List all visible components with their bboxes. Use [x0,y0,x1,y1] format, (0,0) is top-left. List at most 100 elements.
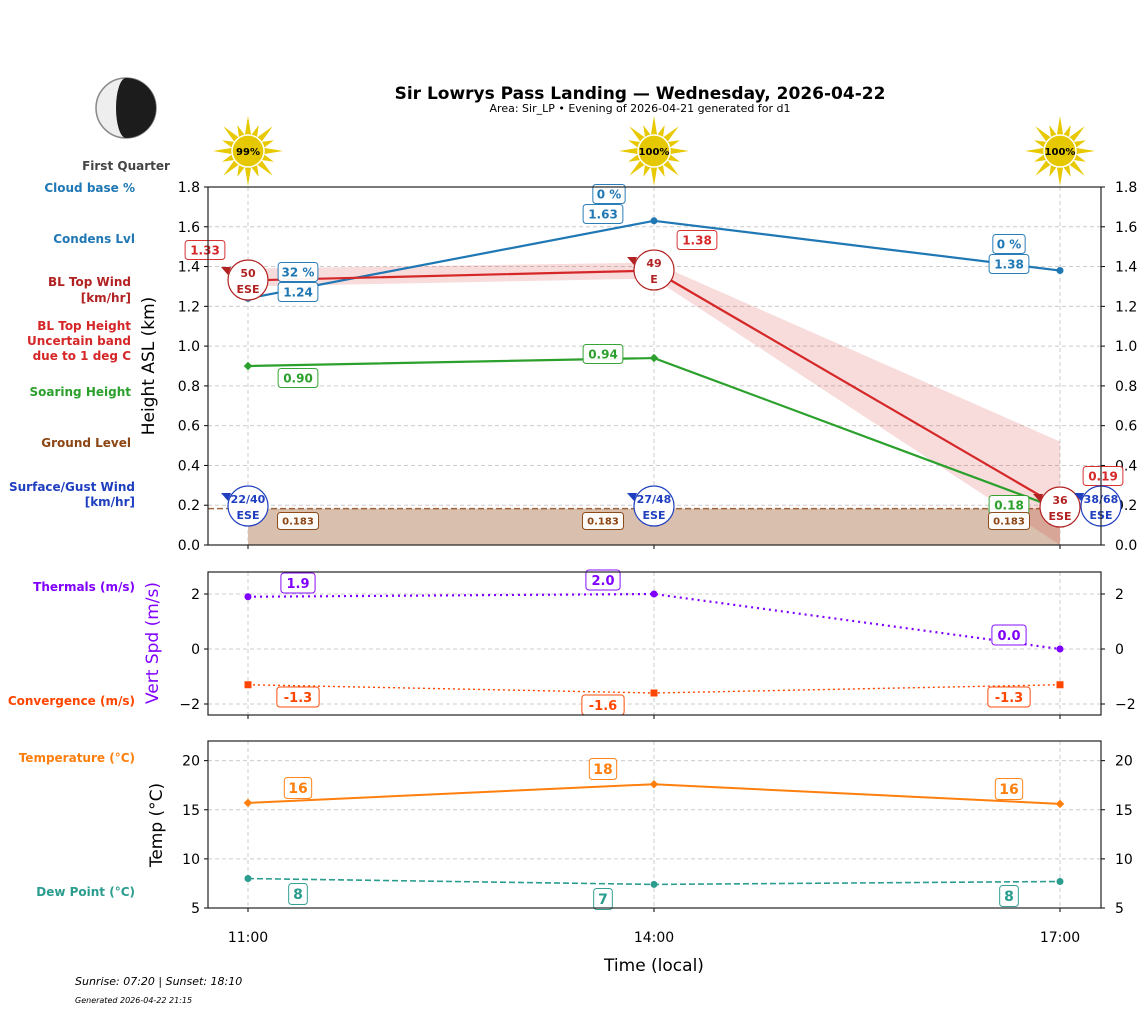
sun-ray [1063,164,1071,177]
bl-wind-direction: ESE [237,283,260,296]
y-tick-label-right: 0 [1115,642,1124,658]
sun-percent-label: 100% [1045,147,1076,158]
bl-top-label: 1.38 [682,233,712,247]
condens-label-box [277,282,319,302]
soaring-point [649,353,659,363]
ground-label: 0.183 [282,517,314,528]
sun-ray [261,154,274,162]
thermals-line [247,592,1061,651]
sun-times: Sunrise: 07:20 | Sunset: 18:10 [75,975,242,988]
y-tick-label-right: −2 [1115,697,1136,713]
y-tick-label-right: 1.4 [1115,260,1137,276]
dew-point [1056,877,1064,885]
moon-phase-label: First Quarter [82,159,170,173]
bl-wind-speed: 50 [240,267,256,280]
y-tick-label: 1.4 [178,260,200,276]
sun-ray [1073,140,1086,148]
sun-ray [251,125,259,138]
sun-ray [223,159,240,176]
sun-ray [1075,147,1095,155]
sun-ray [1056,116,1064,136]
sun-ray [1034,154,1047,162]
sun-ray [1063,125,1071,138]
condens-point [650,217,658,225]
sun-ray [667,154,680,162]
convergence-label-box [987,686,1031,708]
y-tick-label: 1.6 [178,220,200,236]
dew-label: 8 [1004,889,1014,905]
bl-wind-circle [1039,486,1081,528]
legend-thermals: Thermals (m/s) [33,580,135,594]
soaring-label: 0.94 [588,347,618,361]
sun-ray [1049,125,1057,138]
ground-label: 0.183 [993,517,1025,528]
bl-top-label: 1.33 [190,243,220,257]
sun-ray [667,140,680,148]
y-tick-label-right: 1.2 [1115,299,1137,315]
sun-ray [650,116,658,136]
dew-label-box [288,883,308,905]
legend-surface-wind: Surface/Gust Wind [9,480,135,494]
legend-bl-height: BL Top Height [37,319,131,333]
sun-ray [256,126,273,143]
sun-ray [256,159,273,176]
cloud-pct-label: 32 % [282,265,315,279]
sun-ray [628,140,641,148]
legend-temperature: Temperature (°C) [19,751,135,765]
condens-label: 1.63 [588,207,618,221]
sun-ray [669,147,689,155]
sun-ray [1073,154,1086,162]
condens-label: 1.38 [994,257,1024,271]
x-tick-label: 14:00 [634,930,674,946]
bl-wind-speed: 36 [1052,494,1068,507]
y-tick-label-right: 2 [1115,587,1124,603]
x-tick-label: 11:00 [228,930,268,946]
surface-wind-direction: ESE [643,509,666,522]
thermals-label: 0.0 [997,629,1020,644]
sun-ray [657,125,665,138]
moon-icon [95,77,157,139]
temperature-label: 16 [288,781,307,797]
chart-subtitle: Area: Sir_LP • Evening of 2026-04-21 gen… [490,102,791,115]
cloud-pct-label-box [277,262,319,282]
y-tick-label: 1.8 [178,180,200,196]
sun-ray [629,126,646,143]
legend-convergence: Convergence (m/s) [8,694,135,708]
temperature-point [243,798,253,808]
sun-ray [261,140,274,148]
dew-label: 8 [293,887,303,903]
sun-ray [662,159,679,176]
surface-wind-speed: 27/48 [637,493,672,506]
cloud-pct-label-box [992,234,1026,254]
sun-ray [628,154,641,162]
surface-wind-arrow-icon [1074,493,1084,501]
legend-dew: Dew Point (°C) [36,885,135,899]
temperature-label-box [588,758,618,780]
soaring-label: 0.90 [283,371,313,385]
plot-frame [207,740,1102,909]
bl-wind-direction: ESE [1049,510,1072,523]
sun-ray [1035,159,1052,176]
surface-wind-arrow-icon [627,493,637,501]
ground-label-box [277,512,319,530]
sun-ray [619,147,639,155]
bl-wind-arrow-icon [627,257,637,265]
sun-ray [1035,126,1052,143]
convergence-label: -1.6 [589,699,617,714]
sun-ray [223,126,240,143]
y-tick-label: 0 [191,642,200,658]
sun-ray [662,126,679,143]
legend-condens: Condens Lvl [53,232,135,246]
sun-percent-label: 99% [236,147,260,158]
soaring-label-box [277,368,319,388]
ground-area [248,508,1060,545]
y-tick-label: 0.6 [178,419,200,435]
ground-label: 0.183 [587,517,619,528]
sun-ray [1068,159,1085,176]
y-tick-label: 10 [182,852,200,868]
convergence-point [650,689,658,697]
y-tick-label: −2 [179,697,200,713]
cloud-pct-label: 0 % [597,187,622,201]
y-tick-label: 0.8 [178,379,200,395]
sun-ray [1068,126,1085,143]
